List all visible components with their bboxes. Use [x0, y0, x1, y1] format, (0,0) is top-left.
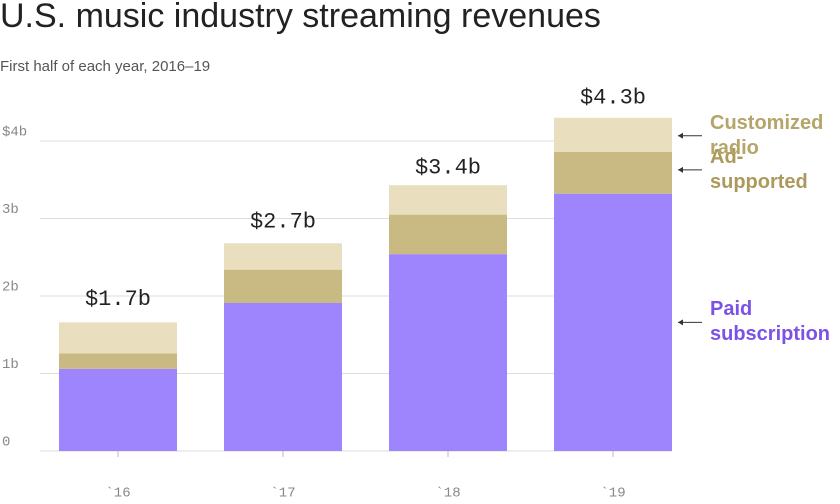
chart-subtitle: First half of each year, 2016–19 — [0, 58, 210, 75]
x-tick-label: `17 — [270, 486, 295, 502]
y-tick-label: 3b — [2, 202, 19, 218]
y-tick-label: $4b — [2, 125, 27, 141]
x-tick-label: `19 — [600, 486, 625, 502]
bar-segment — [224, 302, 342, 451]
total-label: $1.7b — [85, 287, 151, 312]
y-tick-label: 0 — [2, 435, 10, 451]
bar-segment — [59, 353, 177, 369]
legend-arrowhead — [678, 319, 683, 326]
total-label: $4.3b — [580, 86, 646, 111]
chart-title: U.S. music industry streaming revenues — [0, 0, 601, 35]
bar-segment — [389, 254, 507, 451]
y-tick-label: 1b — [2, 357, 19, 373]
y-tick-label: 2b — [2, 280, 19, 296]
bar-segment — [554, 193, 672, 451]
legend-label: Ad-supported — [710, 145, 808, 193]
legend-arrowhead — [678, 132, 683, 139]
total-label: $2.7b — [250, 210, 316, 235]
x-tick-label: `16 — [105, 486, 130, 502]
bar-segment — [59, 322, 177, 354]
bar-segment — [224, 243, 342, 270]
bar-segment — [389, 214, 507, 255]
total-label: $3.4b — [415, 155, 481, 180]
x-tick-label: `18 — [435, 486, 460, 502]
legend-arrowhead — [678, 166, 683, 173]
bar-segment — [389, 185, 507, 215]
bar-segment — [224, 269, 342, 303]
bar-segment — [554, 117, 672, 152]
legend-label: Customized radio — [710, 111, 824, 159]
legend-label: Paid subscription — [710, 298, 831, 346]
bar-segment — [59, 368, 177, 451]
bar-segment — [554, 151, 672, 194]
